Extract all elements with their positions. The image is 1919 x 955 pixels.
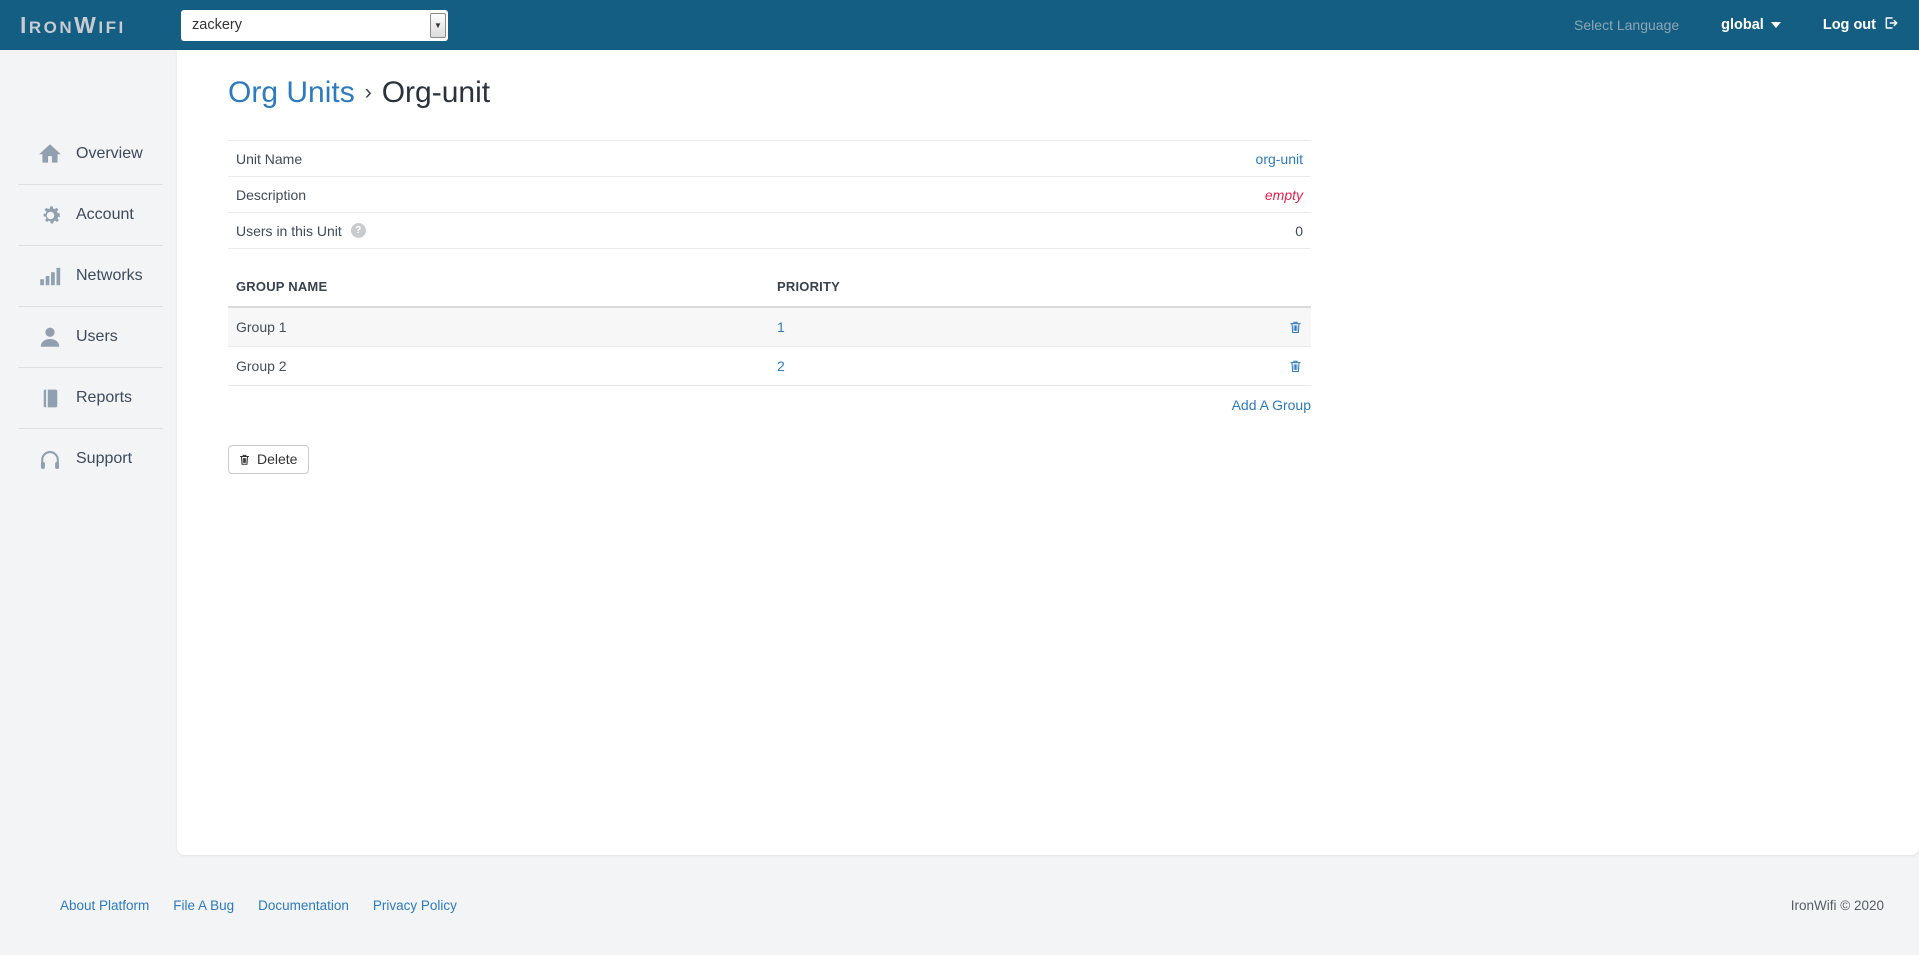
home-icon xyxy=(37,141,63,167)
delete-button-label: Delete xyxy=(257,451,298,467)
detail-label-text: Users in this Unit xyxy=(236,222,342,239)
delete-group-button[interactable] xyxy=(1288,358,1303,374)
breadcrumb-org-units-link[interactable]: Org Units xyxy=(228,76,355,109)
sidebar-divider xyxy=(18,245,163,246)
priority-link[interactable]: 2 xyxy=(777,358,785,374)
column-header-actions xyxy=(1279,279,1303,294)
page-footer: About Platform File A Bug Documentation … xyxy=(0,855,1919,955)
region-dropdown[interactable]: global xyxy=(1721,17,1781,33)
sidebar-divider xyxy=(18,184,163,185)
page-body: Overview Account Networks Users xyxy=(0,50,1919,855)
table-row-group-1: Group 1 1 xyxy=(228,308,1311,347)
users-count-value: 0 xyxy=(1295,222,1303,239)
footer-link-documentation[interactable]: Documentation xyxy=(258,897,349,913)
unit-details-table: Unit Name org-unit Description empty Use… xyxy=(228,140,1311,249)
sidebar-item-label: Reports xyxy=(76,389,133,406)
logout-label: Log out xyxy=(1822,17,1876,33)
groups-table: GROUP NAME PRIORITY Group 1 1 Group 2 xyxy=(228,265,1311,386)
headphones-icon xyxy=(37,446,63,472)
account-select-value: zackery xyxy=(192,17,242,33)
gear-icon xyxy=(37,202,63,228)
detail-row-description: Description empty xyxy=(228,177,1311,213)
add-group-row: Add A Group xyxy=(228,397,1311,415)
sidebar-item-label: Users xyxy=(76,328,118,345)
logout-icon xyxy=(1883,15,1899,35)
sidebar-item-users[interactable]: Users xyxy=(0,307,177,367)
unit-name-link[interactable]: org-unit xyxy=(1255,150,1303,167)
table-row-group-2: Group 2 2 xyxy=(228,347,1311,386)
sidebar-item-reports[interactable]: Reports xyxy=(0,368,177,428)
logo-text: I xyxy=(20,11,29,38)
main-content: Org Units › Org-unit Unit Name org-unit De… xyxy=(177,50,1919,855)
group-actions-cell xyxy=(1279,319,1303,335)
footer-link-about-platform[interactable]: About Platform xyxy=(60,897,150,913)
sidebar-item-label: Account xyxy=(76,206,134,223)
select-arrow-icon[interactable]: ▼ xyxy=(430,12,446,38)
sidebar-divider xyxy=(18,306,163,307)
detail-label: Description xyxy=(236,186,307,203)
detail-label: Users in this Unit ? xyxy=(236,223,366,239)
page-title: Org-unit xyxy=(381,76,491,109)
groups-table-header: GROUP NAME PRIORITY xyxy=(228,265,1311,308)
sidebar-item-support[interactable]: Support xyxy=(0,429,177,489)
bar-chart-icon xyxy=(37,263,63,289)
column-header-priority: PRIORITY xyxy=(777,279,840,294)
priority-link[interactable]: 1 xyxy=(777,319,785,335)
breadcrumb-separator: › xyxy=(364,81,372,104)
sidebar-item-overview[interactable]: Overview xyxy=(0,124,177,184)
delete-unit-button[interactable]: Delete xyxy=(228,445,310,474)
detail-row-users-in-unit: Users in this Unit ? 0 xyxy=(228,213,1311,249)
copyright-text: IronWifi © 2020 xyxy=(1790,897,1884,913)
detail-value: empty xyxy=(1265,187,1303,203)
ironwifi-logo[interactable]: IRONWIFI xyxy=(20,11,126,38)
sidebar-item-label: Support xyxy=(76,450,133,467)
trash-icon xyxy=(1290,321,1301,333)
logout-button[interactable]: Log out xyxy=(1823,15,1899,35)
description-empty-value: empty xyxy=(1264,186,1303,203)
group-name-cell: Group 1 xyxy=(236,319,287,335)
region-label: global xyxy=(1721,17,1764,33)
navbar-right: Select Language global Log out xyxy=(1574,15,1899,35)
caret-down-icon xyxy=(1770,22,1781,28)
sidebar-item-label: Overview xyxy=(76,145,143,162)
sidebar-item-account[interactable]: Account xyxy=(0,185,177,245)
group-name-cell: Group 2 xyxy=(236,358,287,374)
book-icon xyxy=(37,385,63,411)
sidebar-divider xyxy=(18,367,163,368)
group-priority-cell: 2 xyxy=(777,358,1279,374)
group-actions-cell xyxy=(1279,358,1303,374)
trash-icon xyxy=(1290,360,1301,372)
detail-value: org-unit xyxy=(1256,151,1303,167)
delete-group-button[interactable] xyxy=(1288,319,1303,335)
user-icon xyxy=(37,324,63,350)
column-header-group-name: GROUP NAME xyxy=(236,279,328,294)
top-navbar: IRONWIFI zackery ▼ Select Language globa… xyxy=(0,0,1919,50)
sidebar-item-networks[interactable]: Networks xyxy=(0,246,177,306)
detail-row-unit-name: Unit Name org-unit xyxy=(228,141,1311,177)
account-select[interactable]: zackery ▼ xyxy=(181,9,448,41)
group-priority-cell: 1 xyxy=(777,319,1279,335)
question-icon[interactable]: ? xyxy=(350,223,366,238)
detail-label: Unit Name xyxy=(236,150,303,167)
add-a-group-link[interactable]: Add A Group xyxy=(1231,397,1311,413)
sidebar-item-label: Networks xyxy=(76,267,143,284)
footer-link-file-a-bug[interactable]: File A Bug xyxy=(173,897,235,913)
footer-link-privacy-policy[interactable]: Privacy Policy xyxy=(372,897,457,913)
trash-icon xyxy=(239,454,250,465)
select-language-link[interactable]: Select Language xyxy=(1574,17,1680,33)
sidebar-divider xyxy=(18,428,163,429)
sidebar: Overview Account Networks Users xyxy=(0,50,177,855)
detail-value: 0 xyxy=(1295,223,1303,239)
breadcrumb: Org Units › Org-unit xyxy=(228,72,1919,114)
